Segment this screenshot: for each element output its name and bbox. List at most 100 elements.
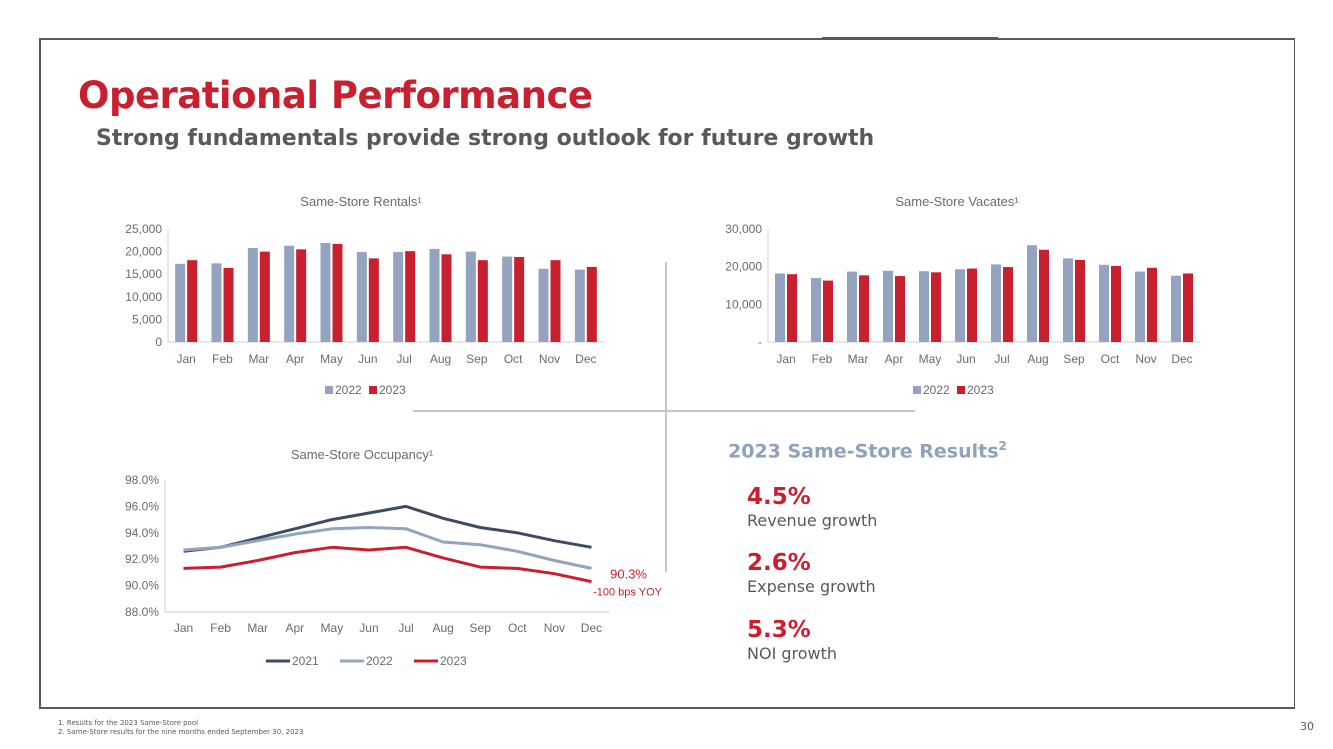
annotation-change-label: -100 bps YOY [593,587,663,599]
y-tick-label: 0 [155,335,162,349]
x-tick-label: Jan [176,352,195,366]
bar-2023-feb [823,280,833,342]
top-accent-bar [822,37,998,40]
x-tick-label: Dec [1171,352,1192,366]
x-tick-label: Jun [359,621,378,635]
bar-2023-oct [1111,265,1121,342]
x-tick-label: Aug [430,352,451,366]
metric-label: NOI growth [747,644,838,663]
bar-2023-nov [1147,267,1157,342]
y-tick-label: 15,000 [125,267,162,281]
x-tick-label: Jan [776,352,795,366]
legend-swatch-2023 [369,386,377,394]
legend-label-2023: 2023 [967,383,994,397]
y-tick-label: 10,000 [125,290,162,304]
x-tick-label: Nov [544,621,565,635]
bar-2023-nov [550,260,561,342]
x-tick-label: Jan [174,621,193,635]
x-tick-label: Jun [358,352,377,366]
x-tick-label: Dec [581,621,602,635]
x-tick-label: May [321,621,344,635]
y-tick-label: 10,000 [725,297,762,311]
legend-label-2022: 2022 [923,383,950,397]
metric-noi-growth: 5.3% NOI growth [747,617,1007,665]
x-tick-label: Jul [396,352,411,366]
page-number: 30 [1300,720,1314,733]
slide-frame [39,38,1295,709]
x-tick-label: Sep [1063,352,1085,366]
bar-2022-apr [284,245,295,342]
bar-2022-jan [775,273,785,342]
x-tick-label: Aug [432,621,453,635]
bar-2023-apr [895,276,905,342]
x-tick-label: Apr [885,352,904,366]
bar-2022-feb [811,277,821,342]
metric-label: Expense growth [747,577,876,596]
bar-2023-jan [787,274,797,342]
bar-2023-mar [259,251,270,342]
footnote-2: 2. Same-Store results for the nine month… [58,728,304,736]
results-title-text: 2023 Same-Store Results [728,440,999,463]
legend-label-2023: 2023 [440,654,467,668]
y-tick-label: 25,000 [125,222,162,236]
bar-2023-aug [441,254,452,342]
legend-swatch-2023 [957,386,965,394]
bar-2022-sep [1063,258,1073,342]
legend-swatch-2022 [913,386,921,394]
legend-label-2021: 2021 [292,654,319,668]
series-line-2023 [183,545,592,584]
results-footnote-marker: 2 [998,439,1007,453]
x-tick-label: Apr [285,621,304,635]
bar-2023-jan [187,260,198,342]
chart-title: Same-Store Rentals¹ [300,194,422,209]
x-tick-label: Apr [286,352,305,366]
chart-title: Same-Store Vacates¹ [895,194,1019,209]
x-tick-label: May [919,352,942,366]
x-tick-label: Mar [848,352,869,366]
y-tick-label: 98.0% [125,473,159,487]
legend-label-2023: 2023 [379,383,406,397]
x-tick-label: Jun [956,352,975,366]
bar-2023-jun [368,258,379,342]
x-tick-label: Feb [212,352,233,366]
bar-2022-aug [429,248,440,342]
bar-2022-dec [574,269,585,342]
slide-title: Operational Performance [78,74,593,117]
bar-2022-jun [955,269,965,342]
slide-subtitle: Strong fundamentals provide strong outlo… [96,126,875,151]
metric-value: 5.3% [747,617,811,643]
footnotes: 1. Results for the 2023 Same-Store pool … [58,719,303,737]
bar-2022-jul [991,264,1001,342]
bar-2022-sep [465,251,476,342]
bar-2022-nov [538,268,549,342]
bar-2023-may [931,272,941,342]
bar-2022-jan [175,263,186,342]
metric-revenue-growth: 4.5% Revenue growth [747,484,1007,532]
x-tick-label: Oct [1101,352,1120,366]
bar-2023-jul [1003,267,1013,342]
bar-2022-may [919,271,929,342]
bar-2022-nov [1135,271,1145,342]
bar-2023-jun [967,268,977,342]
results-heading: 2023 Same-Store Results2 [728,439,1007,462]
y-tick-label: 96.0% [125,499,159,513]
x-tick-label: Oct [508,621,527,635]
series-line-2021 [183,504,592,553]
bar-2023-jul [405,251,416,342]
y-tick-label: 20,000 [125,245,162,259]
x-tick-label: Sep [470,621,492,635]
bar-2023-oct [514,257,525,342]
y-tick-label: - [758,335,762,349]
bar-2022-oct [1099,264,1109,342]
bar-2022-feb [211,263,222,342]
bar-2022-jul [393,252,404,342]
x-tick-label: Sep [466,352,488,366]
x-tick-label: Mar [248,352,269,366]
bar-2023-may [332,243,343,342]
bar-2022-may [320,243,331,342]
y-tick-label: 30,000 [725,222,762,236]
vertical-divider [665,262,667,572]
x-tick-label: Feb [812,352,833,366]
bar-2022-apr [883,270,893,342]
